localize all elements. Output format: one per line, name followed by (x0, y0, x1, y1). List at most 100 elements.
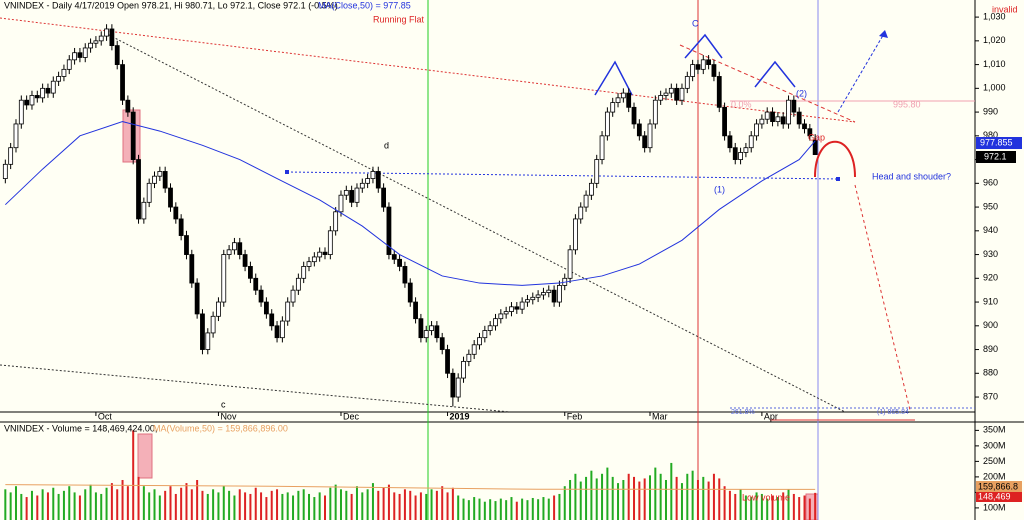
candle-body (466, 353, 472, 362)
anchor (836, 177, 840, 181)
arc (814, 140, 856, 178)
candle-body (311, 256, 317, 263)
volume-bar (361, 492, 364, 520)
pattern-shoulder (754, 60, 796, 88)
volume-bar (750, 497, 753, 520)
candle-body (594, 159, 600, 184)
arrow-head (879, 30, 888, 38)
annotation: c (221, 399, 226, 409)
candle-body (690, 64, 696, 77)
candle-body (333, 211, 339, 232)
candle-body (525, 299, 530, 303)
volume-bar (430, 489, 433, 520)
candle-body (770, 111, 775, 122)
candle-body (413, 301, 418, 320)
candle-body (706, 59, 712, 65)
candle-body (162, 171, 168, 189)
marks: 8708808909009109209309409509609709809901… (2, 11, 1006, 520)
x-tick-label: Dec (343, 411, 360, 421)
volume-title: VNINDEX - Volume = 148,469,424.00, (4, 423, 157, 433)
volume-bar (675, 476, 678, 520)
trend-line (0, 364, 511, 413)
candle-body (141, 201, 147, 220)
y-tick-label: 350M (983, 425, 1006, 435)
volume-bar (739, 489, 742, 520)
volume-bar (382, 487, 385, 520)
annotation: Low volume (742, 492, 790, 502)
y-tick-label: 1,000 (983, 83, 1006, 93)
projection (854, 184, 911, 411)
candle-body (716, 76, 722, 108)
volume-bar (814, 492, 817, 520)
candle-body (152, 175, 157, 184)
candle-body (455, 377, 461, 398)
volume-bar (707, 481, 710, 520)
candle-body (482, 330, 488, 339)
y-tick-label: 950 (983, 201, 998, 211)
volume-bar (537, 499, 540, 520)
candle-body (104, 28, 109, 37)
candle-body (604, 111, 610, 137)
volume-bar (483, 501, 486, 520)
candle-body (647, 123, 653, 149)
candle-body (343, 190, 349, 196)
candle-body (397, 258, 402, 267)
candle-body (125, 99, 131, 113)
volume-bar (478, 498, 481, 520)
candle-body (269, 313, 275, 327)
volume-bar (553, 495, 556, 520)
volume-bar (457, 495, 460, 520)
y-tick-label: 300M (983, 440, 1006, 450)
candle-body (652, 99, 658, 125)
volume-bar (153, 489, 156, 520)
candle-body (642, 135, 648, 149)
annotation: (1) 865.84 (877, 409, 909, 416)
candle-body (498, 313, 504, 320)
candle-body (386, 206, 392, 255)
volume-bar (451, 487, 454, 520)
volume-bar (563, 486, 566, 520)
volume-bar (126, 486, 129, 520)
candle-body (775, 116, 781, 122)
candle-body (738, 152, 743, 160)
candle-body (477, 337, 482, 346)
candle-body (263, 301, 269, 315)
candle-body (381, 187, 387, 208)
candle-body (327, 230, 333, 255)
candle-body (407, 282, 413, 303)
candle-body (13, 123, 19, 149)
volume-bar (611, 476, 614, 520)
volume-bar (526, 500, 529, 520)
annotation: 0.0% (731, 99, 752, 109)
candle-body (45, 87, 51, 94)
volume-bar (702, 476, 705, 520)
volume-bar (4, 489, 7, 520)
candle-body (588, 182, 594, 196)
volume-bar (670, 462, 673, 520)
volume-bar (355, 486, 358, 520)
candle-body (88, 42, 93, 49)
candle-body (423, 330, 429, 339)
candle-body (573, 218, 578, 251)
candle-body (285, 301, 291, 322)
y-tick-label: 930 (983, 249, 998, 259)
volume-bar (281, 493, 284, 520)
volume-bar (744, 495, 747, 520)
price-label: 972.1 (984, 151, 1007, 161)
x-tick-label: Feb (567, 411, 583, 421)
volume-bar (585, 476, 588, 520)
candle-body (551, 289, 557, 303)
candle-body (471, 344, 477, 355)
candle-body (82, 47, 88, 58)
candle-body (349, 190, 355, 203)
volume-bar (617, 483, 620, 520)
candle-body (503, 311, 509, 315)
volume-bar (718, 478, 721, 520)
volume-bar (52, 487, 55, 520)
volume-bar (755, 492, 758, 520)
volume-bar (164, 490, 167, 520)
trend-line (0, 17, 856, 123)
candle-body (365, 178, 371, 184)
